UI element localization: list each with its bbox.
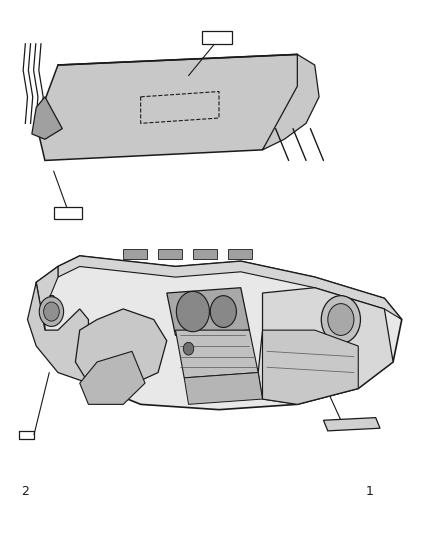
Polygon shape xyxy=(167,288,250,335)
Polygon shape xyxy=(32,97,62,139)
Polygon shape xyxy=(58,256,402,319)
Polygon shape xyxy=(36,266,58,330)
Polygon shape xyxy=(28,282,88,383)
Circle shape xyxy=(328,304,354,335)
Polygon shape xyxy=(184,373,262,405)
Polygon shape xyxy=(176,330,258,378)
Bar xyxy=(158,249,182,259)
Bar xyxy=(193,249,217,259)
Bar xyxy=(123,249,147,259)
Polygon shape xyxy=(258,288,393,405)
Polygon shape xyxy=(36,256,402,410)
Polygon shape xyxy=(36,54,306,160)
Circle shape xyxy=(44,302,59,321)
Bar xyxy=(228,249,252,259)
Text: 1: 1 xyxy=(365,486,373,498)
Polygon shape xyxy=(323,418,380,431)
Polygon shape xyxy=(262,54,319,150)
Text: 2: 2 xyxy=(21,486,29,498)
Circle shape xyxy=(39,297,64,326)
Polygon shape xyxy=(75,309,167,389)
Circle shape xyxy=(321,296,360,343)
Bar xyxy=(53,207,82,219)
Circle shape xyxy=(177,292,209,332)
Polygon shape xyxy=(80,351,145,405)
Text: 3: 3 xyxy=(47,294,55,308)
Bar xyxy=(201,30,232,44)
Text: 3: 3 xyxy=(47,294,55,308)
Circle shape xyxy=(184,342,194,355)
Polygon shape xyxy=(262,330,358,405)
Circle shape xyxy=(210,296,237,327)
